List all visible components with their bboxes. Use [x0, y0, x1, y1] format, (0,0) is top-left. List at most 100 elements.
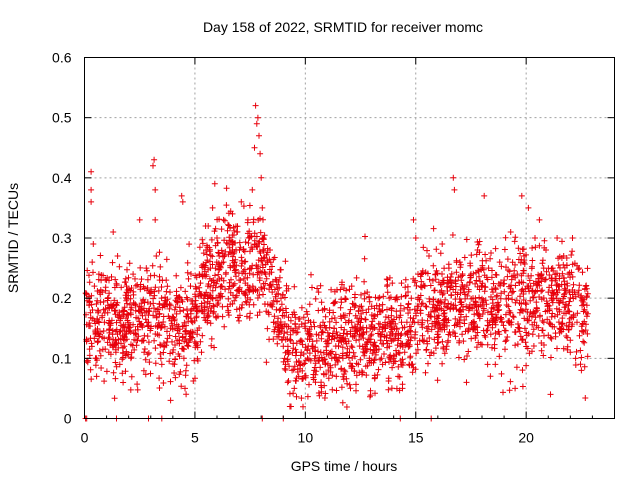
data-point — [447, 332, 454, 338]
data-point — [386, 332, 393, 339]
data-point — [478, 282, 485, 289]
data-point — [123, 289, 130, 296]
data-point — [145, 322, 152, 329]
data-point — [505, 292, 512, 299]
data-point — [440, 345, 447, 352]
data-point — [184, 311, 191, 317]
data-point — [210, 303, 217, 310]
data-point — [158, 295, 165, 302]
data-point — [407, 337, 414, 344]
data-point — [475, 241, 482, 248]
data-point — [363, 328, 370, 335]
data-point — [469, 319, 476, 326]
data-point — [498, 263, 505, 270]
data-point — [484, 327, 491, 334]
data-point — [326, 318, 333, 325]
data-point — [513, 364, 520, 371]
data-point — [124, 266, 130, 273]
data-point — [134, 281, 141, 288]
data-point — [114, 331, 121, 338]
data-point — [306, 301, 313, 308]
data-point — [554, 235, 561, 241]
data-point — [547, 391, 554, 398]
y-axis-label: SRMTID / TECUs — [5, 183, 21, 293]
data-point — [229, 239, 236, 246]
data-point — [111, 297, 118, 304]
data-point — [96, 333, 103, 340]
data-point — [154, 323, 161, 330]
data-point — [241, 258, 248, 265]
data-point — [381, 333, 388, 340]
data-point — [219, 313, 226, 320]
data-point — [239, 301, 246, 308]
data-point — [257, 215, 263, 222]
data-point — [384, 306, 390, 313]
data-point — [152, 284, 159, 291]
data-point — [119, 370, 126, 377]
data-point — [504, 334, 511, 340]
data-point — [218, 247, 225, 254]
data-point — [332, 298, 339, 305]
data-point — [118, 322, 124, 329]
data-point — [529, 245, 536, 251]
data-point — [535, 324, 542, 331]
data-point — [431, 336, 438, 343]
data-point — [119, 356, 126, 363]
data-point — [207, 320, 214, 327]
data-point — [299, 376, 306, 382]
data-point — [173, 288, 180, 295]
data-point — [467, 274, 474, 281]
data-point — [241, 248, 248, 255]
data-point — [492, 317, 499, 324]
data-point — [371, 356, 378, 363]
data-point — [353, 381, 359, 388]
data-point — [496, 306, 503, 313]
data-point — [425, 360, 431, 367]
data-point — [269, 263, 275, 270]
data-point — [260, 247, 267, 254]
data-point — [542, 276, 549, 283]
data-point — [242, 239, 249, 246]
data-point — [288, 403, 294, 410]
data-point — [172, 342, 178, 348]
data-point — [172, 374, 179, 381]
data-point — [388, 312, 395, 319]
data-point — [390, 337, 397, 344]
data-point — [419, 267, 426, 274]
data-point — [580, 308, 587, 315]
data-point — [132, 282, 139, 289]
data-point — [359, 330, 366, 337]
data-point — [223, 202, 230, 209]
data-point — [124, 351, 130, 358]
data-point — [579, 269, 586, 276]
data-point — [445, 279, 452, 286]
data-point — [556, 325, 563, 332]
data-point — [293, 340, 300, 347]
data-point — [200, 250, 207, 257]
data-point — [284, 379, 291, 386]
data-point — [536, 242, 543, 249]
data-point — [214, 216, 221, 223]
data-point — [581, 363, 588, 370]
data-point — [493, 272, 500, 278]
data-point — [260, 255, 267, 262]
data-point — [518, 192, 525, 199]
data-point — [298, 304, 305, 311]
data-point — [221, 237, 228, 244]
data-point — [487, 331, 494, 338]
data-point — [199, 308, 206, 315]
data-point — [232, 256, 239, 263]
data-point — [225, 312, 232, 319]
data-point — [230, 224, 237, 231]
data-point — [106, 329, 113, 336]
x-tick-label: 10 — [298, 430, 314, 446]
data-point — [225, 285, 232, 292]
data-point — [310, 319, 317, 326]
data-point — [569, 273, 576, 280]
data-point — [514, 271, 521, 278]
data-point — [566, 289, 573, 296]
data-point — [160, 313, 167, 320]
data-point — [261, 269, 268, 276]
data-point — [582, 395, 589, 401]
data-point — [287, 336, 293, 343]
